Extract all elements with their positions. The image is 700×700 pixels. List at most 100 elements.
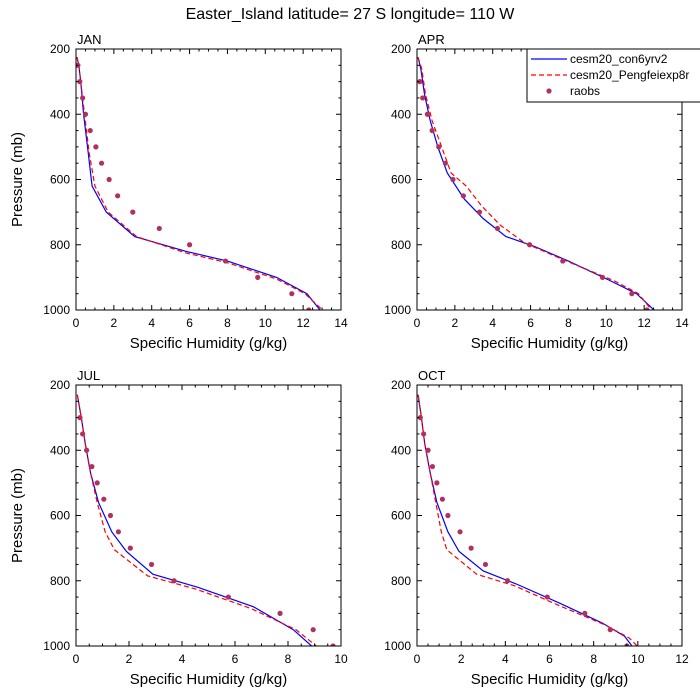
- raobs-point-oct-1: [421, 431, 427, 437]
- legend-marker-raobs: [546, 88, 552, 94]
- legend-label-raobs: raobs: [570, 84, 600, 98]
- raobs-point-jul-9: [148, 561, 155, 568]
- x-tick-label-jul: 10: [334, 652, 348, 666]
- raobs-point-apr-4: [436, 144, 442, 150]
- panel-jan: 0 2 4 6 8 10 12 14 200 400 600 800 1000 JAN Specific H…: [9, 32, 348, 352]
- y-tick-label-oct: 600: [391, 509, 411, 523]
- y-tick-label-jan: 400: [50, 107, 70, 121]
- cesm20-con6yrv2-line-jan: [76, 57, 321, 310]
- raobs-point-jan-14: [289, 291, 295, 297]
- raobs-point-apr-8: [476, 209, 483, 215]
- raobs-point-jul-5: [101, 496, 107, 502]
- x-tick-label-jan: 12: [296, 316, 310, 330]
- raobs-point-jan-6: [98, 160, 105, 166]
- legend-label-cesm20-pengfeiexp8r: cesm20_Pengfeiexp8r: [570, 68, 689, 82]
- y-tick-label-jan: 600: [50, 173, 70, 187]
- y-tick-label-jul: 800: [50, 574, 70, 588]
- panel-jul: 0 2 4 6 8 10 200 400 600 800 1000 JUL Specific Humid…: [9, 368, 348, 688]
- x-tick-label-jan: 4: [148, 316, 155, 330]
- raobs-point-jul-3: [89, 463, 95, 470]
- raobs-point-oct-2: [425, 447, 431, 453]
- raobs-point-oct-13: [607, 627, 613, 633]
- x-axis-label-apr: Specific Humidity (g/kg): [471, 335, 629, 352]
- x-tick-label-jan: 0: [73, 316, 80, 330]
- frame-jan: [75, 48, 342, 311]
- x-tick-label-oct: 6: [546, 652, 553, 666]
- y-tick-label-apr: 800: [391, 238, 411, 252]
- raobs-point-oct-11: [544, 594, 550, 600]
- cesm20-con6yrv2-line-jul: [76, 394, 313, 646]
- panel-oct: 0 2 4 6 8 10 12 200 400 600 800 1000 OCT Specific Hum…: [384, 368, 689, 688]
- x-tick-label-apr: 2: [452, 316, 459, 330]
- x-tick-label-apr: 10: [600, 316, 614, 330]
- raobs-point-jul-14: [330, 643, 336, 646]
- raobs-point-apr-10: [527, 242, 533, 248]
- y-tick-label-apr: 200: [391, 42, 411, 56]
- raobs-point-jul-1: [80, 431, 86, 437]
- x-tick-label-jan: 14: [334, 316, 348, 330]
- y-tick-label-jul: 200: [50, 378, 70, 392]
- raobs-point-apr-2: [424, 111, 431, 117]
- raobs-point-jul-12: [277, 610, 283, 616]
- x-tick-label-oct: 8: [590, 652, 597, 666]
- raobs-point-apr-13: [629, 291, 635, 297]
- raobs-point-jul-13: [310, 627, 316, 633]
- raobs-point-jan-10: [156, 225, 162, 232]
- x-tick-label-jan: 6: [186, 316, 193, 330]
- raobs-point-jan-3: [82, 111, 89, 117]
- raobs-point-oct-7: [457, 529, 463, 535]
- y-tick-label-jan: 200: [50, 42, 70, 56]
- raobs-point-apr-12: [599, 274, 606, 280]
- raobs-point-jan-11: [186, 242, 193, 248]
- y-tick-label-jul: 400: [50, 443, 70, 457]
- legend-label-cesm20-con6yrv2: cesm20_con6yrv2: [570, 52, 668, 66]
- raobs-point-jan-8: [115, 193, 121, 199]
- x-tick-label-apr: 8: [565, 316, 572, 330]
- raobs-point-jul-10: [171, 578, 177, 584]
- x-tick-label-apr: 4: [489, 316, 496, 330]
- y-tick-label-oct: 200: [391, 378, 411, 392]
- plot-area-jan: [76, 57, 324, 310]
- raobs-point-jul-7: [115, 529, 121, 535]
- raobs-point-jul-2: [84, 447, 90, 453]
- cesm20-con6yrv2-line-oct: [417, 394, 633, 646]
- cesm20-pengfeiexp8r-line-jul: [76, 394, 318, 646]
- x-tick-label-jul: 4: [179, 652, 186, 666]
- raobs-point-jul-8: [127, 545, 133, 551]
- raobs-point-apr-14: [644, 307, 650, 310]
- raobs-point-apr-6: [450, 176, 456, 183]
- cesm20-pengfeiexp8r-line-oct: [417, 394, 639, 646]
- raobs-point-apr-11: [560, 258, 566, 264]
- x-tick-label-jul: 0: [73, 652, 80, 666]
- plot-area-oct: [417, 394, 639, 646]
- x-tick-label-jul: 8: [285, 652, 292, 666]
- x-tick-label-apr: 0: [414, 316, 421, 330]
- raobs-point-apr-3: [429, 127, 435, 134]
- x-tick-label-oct: 4: [502, 652, 509, 666]
- raobs-point-jan-9: [130, 209, 136, 215]
- x-tick-label-jan: 2: [111, 316, 118, 330]
- plot-area-apr: [417, 56, 655, 310]
- raobs-point-jan-2: [80, 95, 86, 101]
- raobs-point-apr-5: [442, 160, 448, 166]
- y-axis-label-jul: Pressure (mb): [9, 468, 26, 563]
- y-tick-label-oct: 1000: [384, 639, 411, 653]
- x-axis-label-oct: Specific Humidity (g/kg): [471, 671, 629, 688]
- raobs-point-jan-4: [87, 127, 93, 134]
- raobs-point-apr-0: [417, 79, 423, 85]
- raobs-point-oct-0: [417, 415, 423, 421]
- y-tick-label-oct: 800: [391, 574, 411, 588]
- x-tick-label-oct: 2: [458, 652, 465, 666]
- raobs-point-oct-10: [504, 578, 511, 584]
- raobs-point-jul-11: [225, 594, 231, 600]
- panel-title-oct: OCT: [418, 368, 446, 383]
- panel-title-jan: JAN: [77, 32, 102, 47]
- y-tick-label-apr: 1000: [384, 303, 411, 317]
- frame-jul: [75, 384, 342, 647]
- raobs-point-jan-7: [106, 176, 112, 183]
- raobs-point-apr-1: [420, 95, 426, 101]
- raobs-point-jan-13: [255, 274, 261, 280]
